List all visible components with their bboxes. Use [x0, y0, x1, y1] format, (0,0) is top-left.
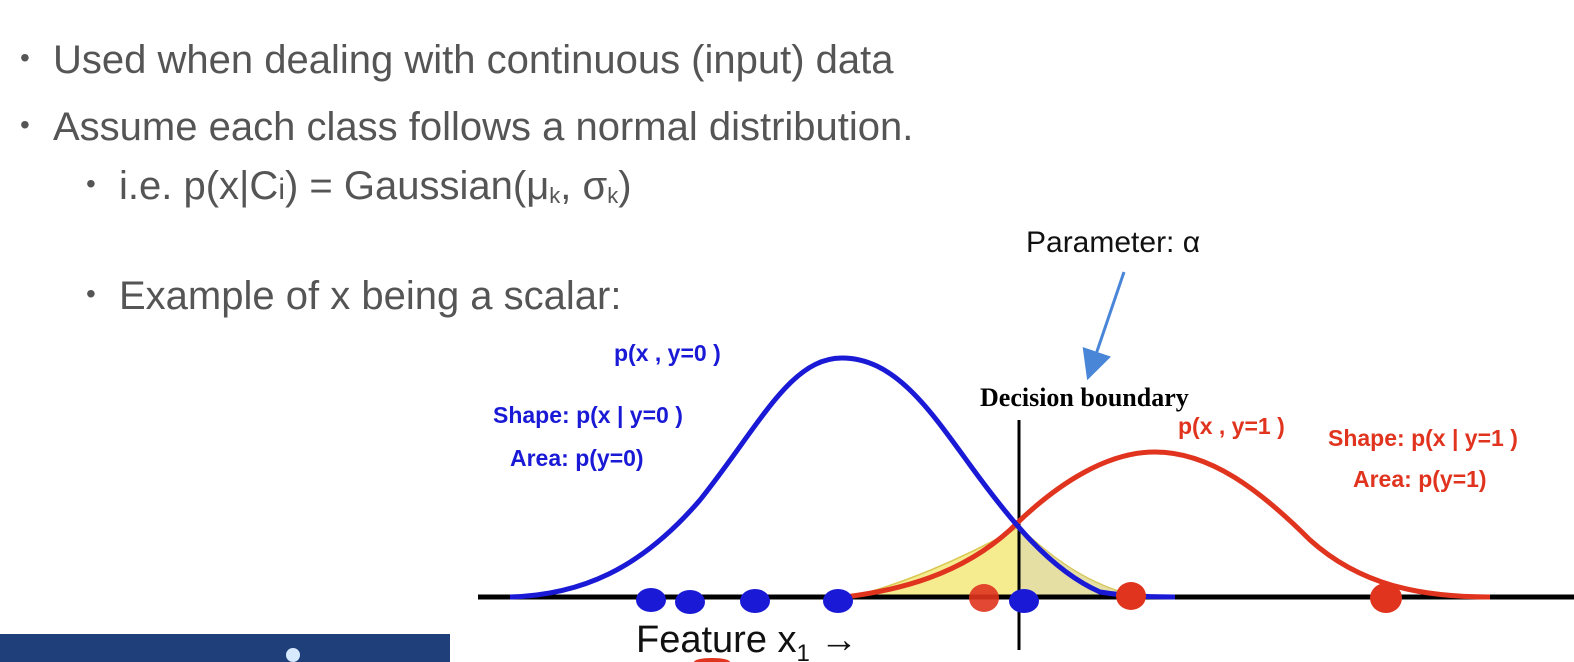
bullet-dot: •: [86, 278, 96, 309]
class0-joint-label: p(x , y=0 ): [614, 340, 721, 366]
corner-light-spot: [286, 648, 300, 662]
formula-part: , σ: [560, 164, 608, 208]
class1-shape-label: Shape: p(x | y=1 ): [1328, 425, 1518, 451]
class0-point: [740, 589, 770, 613]
decision-boundary-label: Decision boundary: [980, 383, 1189, 412]
class0-point: [675, 590, 705, 614]
formula-part: ): [618, 164, 632, 208]
class1-point: [969, 584, 999, 612]
class0-point: [823, 589, 853, 613]
red-mark-bottom: [694, 658, 730, 662]
formula-part: i.e. p(x|C: [119, 164, 279, 208]
overlap-region-shade: [1019, 527, 1140, 597]
formula-part: ) = Gaussian(μ: [285, 164, 550, 208]
parameter-label: Parameter: α: [1026, 226, 1200, 259]
formula-subscript: k: [607, 183, 619, 208]
class0-point: [1009, 589, 1039, 613]
bullet-dot: •: [86, 168, 96, 199]
class0-area-label: Area: p(y=0): [510, 445, 644, 471]
class1-curve: [844, 449, 1491, 600]
class0-point: [636, 588, 666, 612]
class1-point: [1370, 583, 1402, 613]
class0-curve: [509, 355, 1176, 600]
bullet-continuous-data: Used when dealing with continuous (input…: [53, 38, 894, 82]
x-axis-label-main: Feature x: [636, 619, 797, 661]
bullet-dot: •: [20, 42, 30, 73]
x-axis-arrow: →: [820, 619, 858, 661]
formula-part: i: [278, 173, 285, 206]
formula-subscript: k: [549, 183, 561, 208]
class0-shape-label: Shape: p(x | y=0 ): [493, 402, 683, 428]
class1-joint-label: p(x , y=1 ): [1178, 413, 1285, 439]
bullet-dot: •: [20, 109, 30, 140]
x-axis-label: Feature x1 →: [636, 619, 858, 662]
bullet-scalar-example: Example of x being a scalar:: [119, 274, 622, 318]
x-axis-label-subscript: 1: [797, 640, 810, 662]
class1-point: [1116, 582, 1146, 610]
class1-area-label: Area: p(y=1): [1353, 466, 1487, 492]
bullet-normal-distribution: Assume each class follows a normal distr…: [53, 105, 914, 149]
bullet-gaussian-formula: i.e. p(x|Ci) = Gaussian(μk, σk): [119, 162, 632, 220]
corner-image-panel: [0, 634, 450, 662]
parameter-arrow: [1082, 271, 1126, 381]
